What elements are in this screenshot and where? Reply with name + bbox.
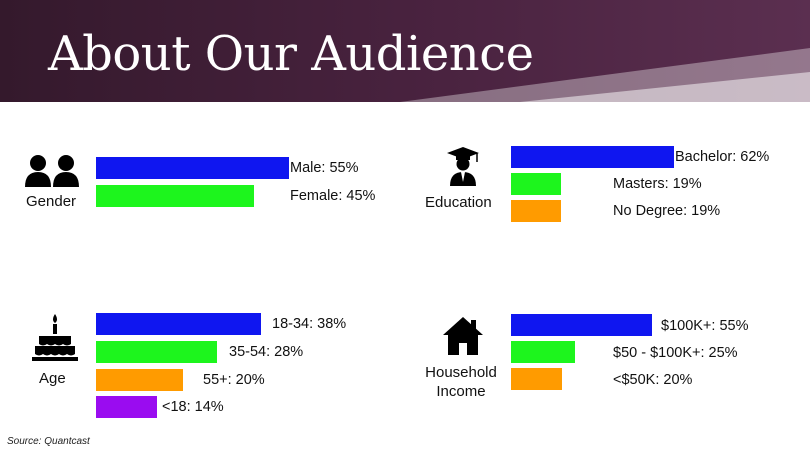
- bar-age-18-34: [96, 313, 261, 335]
- bar-label-age-55-plus: 55+: 20%: [203, 372, 265, 388]
- bar-label-income-under-50k: <$50K: 20%: [613, 372, 693, 388]
- banner-swoosh-decoration: [400, 48, 810, 150]
- source-note: Source: Quantcast: [7, 436, 90, 447]
- bar-income-50-100k: [511, 341, 575, 363]
- birthday-cake-icon: [32, 314, 78, 361]
- bar-label-age-35-54: 35-54: 28%: [229, 344, 304, 360]
- bar-age-35-54: [96, 341, 218, 363]
- bar-label-bachelor: Bachelor: 62%: [675, 149, 770, 165]
- graduate-icon: [447, 147, 479, 186]
- bar-label-no-degree: No Degree: 19%: [613, 203, 721, 219]
- bar-label-male: Male: 55%: [290, 160, 359, 176]
- bar-label-income-100k-plus: $100K+: 55%: [661, 318, 749, 334]
- bar-age-under-18: [96, 396, 157, 418]
- bar-female: [96, 185, 254, 207]
- title-banner: [0, 0, 810, 102]
- gender-label: Gender: [26, 193, 77, 210]
- bar-label-female: Female: 45%: [290, 188, 376, 204]
- bar-age-55-plus: [96, 369, 183, 391]
- bar-label-income-50-100k: $50 - $100K+: 25%: [613, 345, 738, 361]
- bar-label-age-18-34: 18-34: 38%: [272, 316, 347, 332]
- house-icon: [443, 317, 483, 355]
- people-icon: [25, 155, 79, 187]
- bar-male: [96, 157, 289, 179]
- bar-masters: [511, 173, 561, 195]
- age-label: Age: [39, 370, 66, 387]
- bar-income-100k-plus: [511, 314, 652, 336]
- bar-label-masters: Masters: 19%: [613, 176, 702, 192]
- page-title: About Our Audience: [48, 26, 534, 82]
- income-label: Household Income: [425, 364, 497, 400]
- education-label: Education: [425, 194, 492, 211]
- bar-label-age-under-18: <18: 14%: [162, 399, 224, 415]
- bar-income-under-50k: [511, 368, 563, 390]
- bar-bachelor: [511, 146, 675, 168]
- bar-no-degree: [511, 200, 561, 222]
